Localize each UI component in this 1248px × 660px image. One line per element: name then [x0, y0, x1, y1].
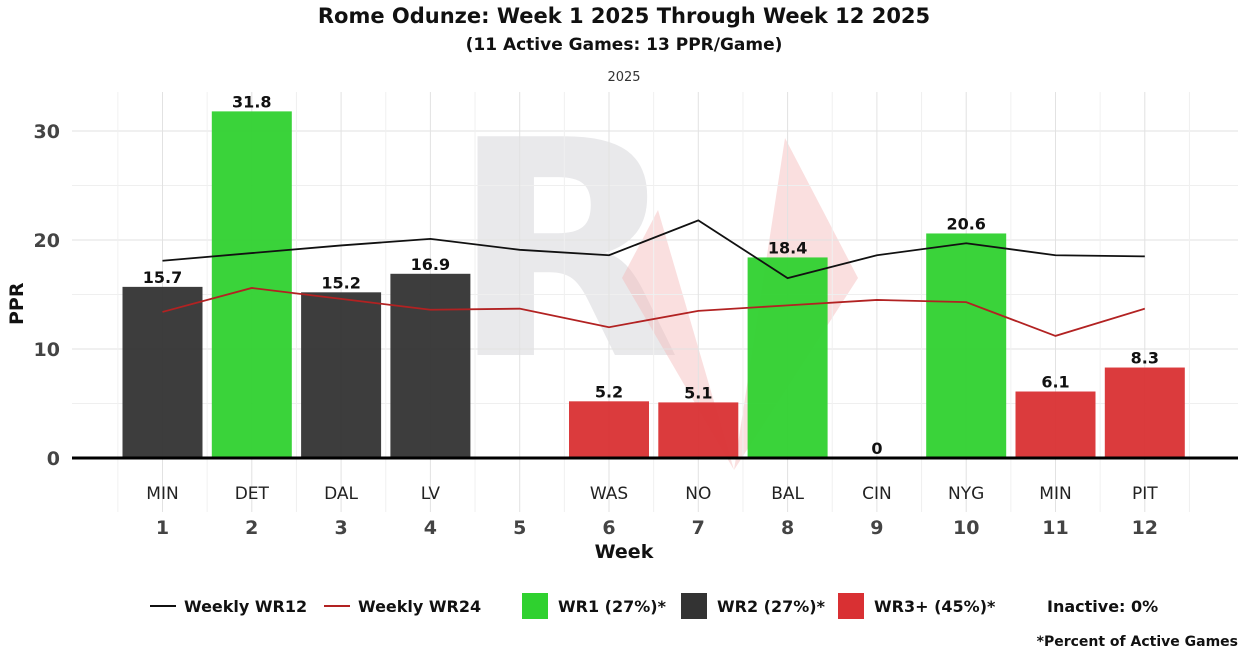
value-label-week-9: 0: [871, 439, 882, 458]
opponent-label: NYG: [948, 484, 984, 504]
opponent-label: MIN: [1039, 484, 1071, 504]
line-weekly-wr12: [162, 219, 1145, 280]
legend-inactive: Inactive: 0%: [1047, 592, 1158, 620]
value-label-week-2: 31.8: [232, 92, 271, 111]
svg-text:R: R: [450, 77, 681, 426]
legend-wr3-swatch: [838, 593, 864, 619]
legend-wr12: Weekly WR12: [150, 592, 307, 620]
y-tick-label: 0: [47, 448, 60, 470]
bar-week-3: [301, 292, 382, 458]
value-label-week-11: 6.1: [1041, 373, 1069, 392]
bar-week-2: [211, 111, 292, 458]
chart-title: Rome Odunze: Week 1 2025 Through Week 12…: [317, 4, 931, 28]
legend-wr1-swatch: [522, 593, 548, 619]
bar-week-8: [747, 257, 828, 458]
opponent-label: WAS: [590, 484, 628, 504]
facet-label: 2025: [607, 70, 641, 85]
opponent-label: CIN: [862, 484, 892, 504]
bar-week-4: [390, 273, 471, 458]
week-tick-label: 4: [424, 517, 437, 539]
week-tick-label: 7: [692, 517, 705, 539]
legend-wr24-swatch: [324, 605, 350, 607]
week-tick-label: 5: [513, 517, 526, 539]
value-label-week-7: 5.1: [684, 383, 712, 402]
reference-lines: [162, 219, 1146, 337]
bar-week-1: [122, 286, 203, 458]
value-label-week-10: 20.6: [946, 214, 985, 233]
legend-wr1: WR1 (27%)*: [522, 592, 666, 620]
week-tick-label: 9: [870, 517, 883, 539]
value-label-week-4: 16.9: [411, 255, 450, 274]
opponent-label: LV: [421, 484, 441, 504]
bar-week-12: [1104, 367, 1185, 458]
opponent-label: PIT: [1132, 484, 1158, 504]
y-tick-labels: 0 10 20 30: [34, 121, 60, 470]
opponent-label: DET: [235, 484, 270, 504]
bar-week-7: [658, 402, 739, 458]
week-tick-label: 10: [953, 517, 979, 539]
bar-week-11: [1015, 391, 1096, 458]
legend-wr3: WR3+ (45%)*: [838, 592, 995, 620]
legend-wr2-label: WR2 (27%)*: [717, 596, 825, 616]
bar-week-10: [926, 233, 1007, 458]
week-tick-label: 11: [1042, 517, 1068, 539]
line-weekly-wr24: [162, 287, 1146, 337]
legend-wr12-label: Weekly WR12: [184, 596, 308, 616]
y-tick-label: 30: [34, 121, 60, 143]
value-label-week-8: 18.4: [768, 238, 807, 257]
legend-wr24: Weekly WR24: [324, 592, 481, 620]
chart-subtitle: (11 Active Games: 13 PPR/Game): [465, 35, 783, 55]
bar-chart: R 15.731.815.216.95.2 5.118.4020.66.18.3 …: [34, 77, 1238, 539]
value-label-week-1: 15.7: [143, 268, 182, 287]
legend-wr2-swatch: [681, 593, 707, 619]
y-tick-label: 10: [34, 339, 60, 361]
week-tick-label: 6: [602, 517, 615, 539]
opponent-label: DAL: [324, 484, 358, 504]
legend: Weekly WR12 Weekly WR24 WR1 (27%)* WR2 (…: [0, 592, 1248, 620]
week-tick-label: 3: [334, 517, 347, 539]
opponent-label: MIN: [146, 484, 178, 504]
bars-group: [122, 111, 1185, 458]
footnote: *Percent of Active Games: [1036, 634, 1238, 650]
opponent-label: NO: [685, 484, 711, 504]
x-axis-label: Week: [594, 541, 654, 563]
x-tick-labels: MIN 1 DET 2 DAL 3 LV 4 5 WAS 6 NO 7 BAL 8 CIN 9 NYG 10 MIN 1…: [146, 484, 1158, 539]
week-tick-label: 1: [156, 517, 169, 539]
value-label-week-12: 8.3: [1131, 349, 1159, 368]
week-tick-label: 2: [245, 517, 258, 539]
legend-wr24-label: Weekly WR24: [358, 596, 482, 616]
watermark-logo: R: [450, 77, 858, 470]
legend-wr2: WR2 (27%)*: [681, 592, 825, 620]
legend-wr3-label: WR3+ (45%)*: [874, 596, 996, 616]
legend-wr1-label: WR1 (27%)*: [558, 596, 666, 616]
legend-wr12-swatch: [150, 605, 176, 607]
week-tick-label: 8: [781, 517, 794, 539]
value-label-week-6: 5.2: [595, 382, 623, 401]
y-tick-label: 20: [34, 230, 60, 252]
value-labels: 15.7 31.8 15.2 16.9 5.2 5.1 18.4 0 20.6 6.1 8.3: [143, 92, 1159, 458]
week-tick-label: 12: [1132, 517, 1158, 539]
opponent-label: BAL: [771, 484, 804, 504]
value-label-week-3: 15.2: [321, 273, 360, 292]
bar-week-6: [569, 401, 649, 458]
legend-inactive-label: Inactive: 0%: [1047, 596, 1159, 616]
